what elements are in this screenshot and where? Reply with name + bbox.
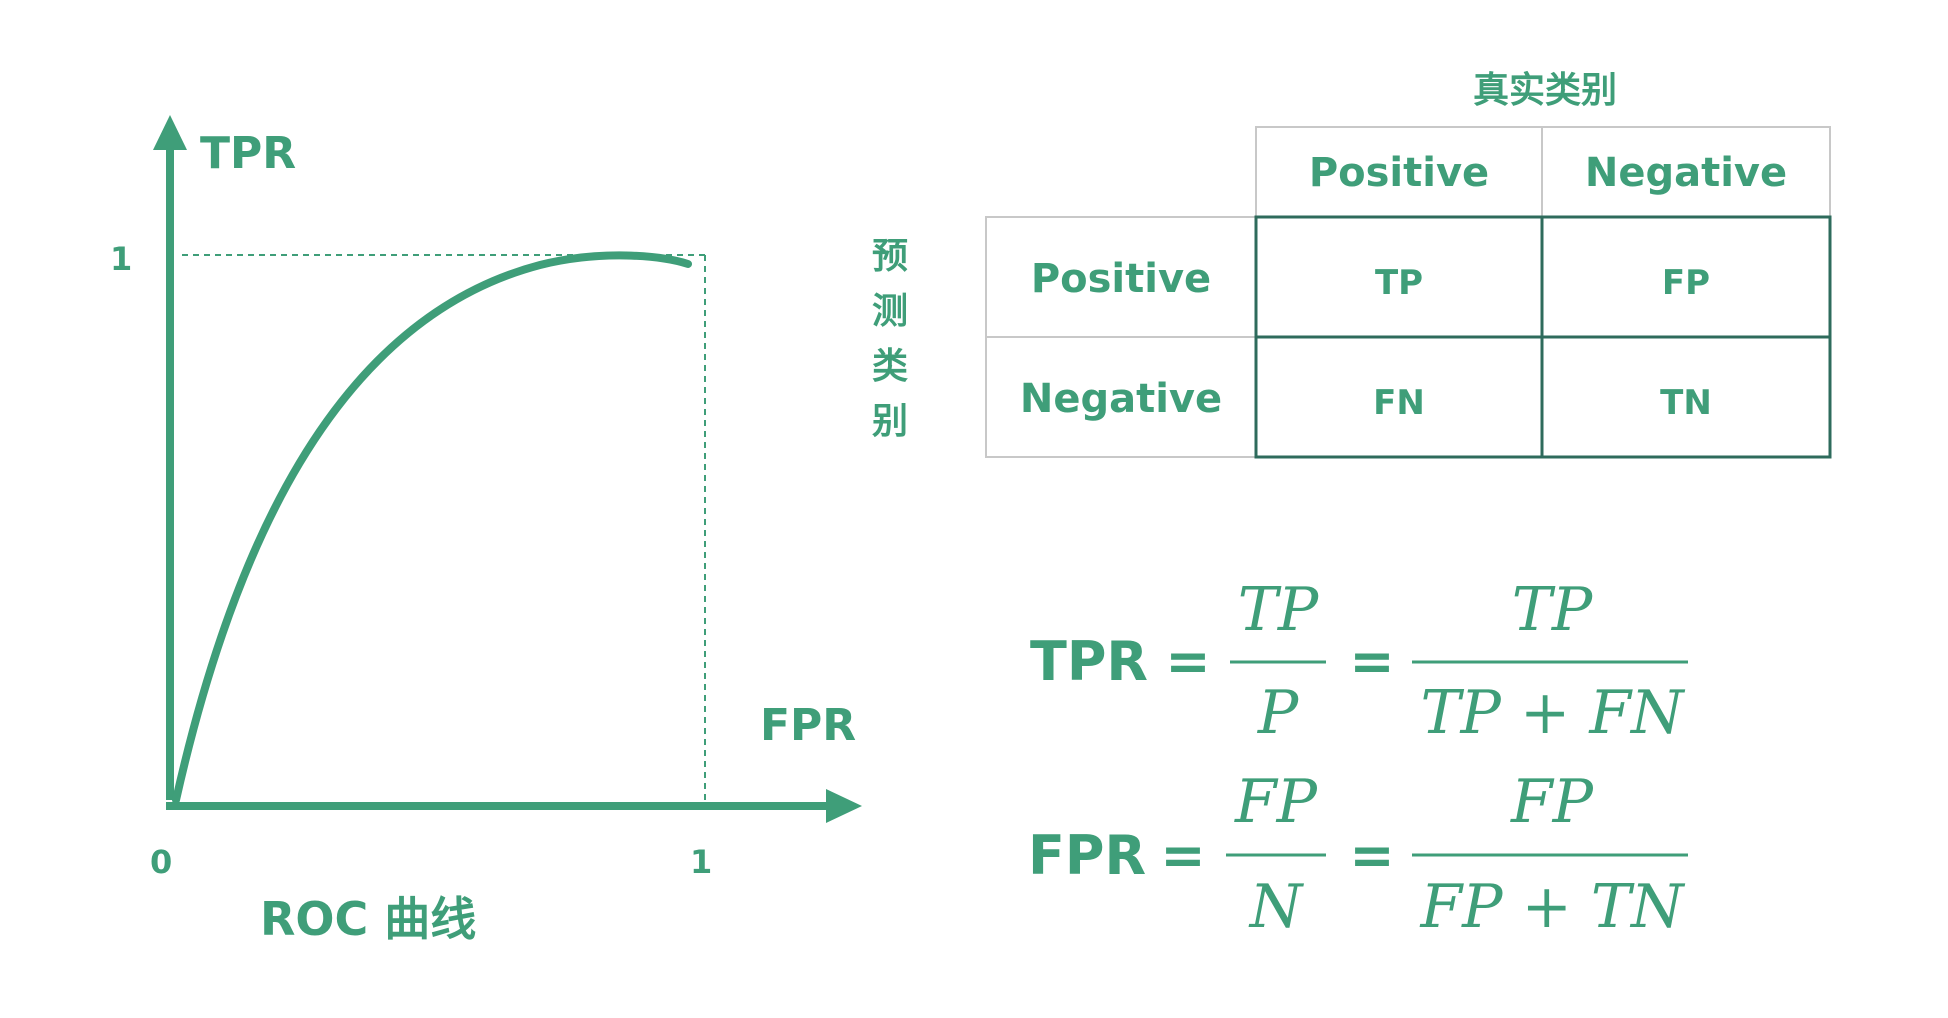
tpr-lhs: TPR <box>1030 630 1148 693</box>
x-tick-1: 1 <box>690 843 712 881</box>
cell-fp: FP <box>1662 263 1710 303</box>
predicted-char: 预 <box>872 236 908 277</box>
col-header-negative: Negative <box>1585 150 1787 196</box>
predicted-class-label: 预 测 类 别 <box>872 236 908 442</box>
y-axis-label: TPR <box>200 128 296 179</box>
tpr-formula: TPR = TP P = TP TP + FN <box>1030 575 1688 748</box>
predicted-char: 测 <box>872 291 908 332</box>
predicted-char: 类 <box>872 346 908 387</box>
row-header-positive: Positive <box>1031 256 1211 302</box>
tpr-eq2: = <box>1349 630 1394 693</box>
fpr-frac2-den: FP + TN <box>1420 872 1686 942</box>
tpr-frac2-num: TP <box>1512 575 1594 645</box>
roc-curve <box>172 251 692 804</box>
chart-caption: ROC 曲线 <box>260 892 476 946</box>
fpr-frac1-den: N <box>1248 872 1305 942</box>
cell-tn: TN <box>1660 383 1712 423</box>
tpr-frac1-den: P <box>1257 678 1300 748</box>
tpr-frac2-den: TP + FN <box>1421 678 1686 748</box>
tpr-frac1-num: TP <box>1238 575 1320 645</box>
predicted-char: 别 <box>872 401 908 442</box>
tpr-eq1: = <box>1165 630 1210 693</box>
fpr-frac2-num: FP <box>1510 767 1595 837</box>
x-tick-0: 0 <box>150 843 172 881</box>
row-header-negative: Negative <box>1020 376 1222 422</box>
y-tick-1: 1 <box>110 240 132 278</box>
y-axis-arrow <box>153 115 187 150</box>
cell-fn: FN <box>1373 383 1425 423</box>
fpr-formula: FPR = FP N = FP FP + TN <box>1028 767 1688 942</box>
cell-tp: TP <box>1375 263 1423 303</box>
confusion-matrix: 真实类别 预 测 类 别 Positive Negative Positive … <box>872 70 1832 459</box>
fpr-lhs: FPR <box>1028 824 1146 887</box>
roc-chart: TPR FPR 1 0 1 ROC 曲线 <box>110 115 862 946</box>
x-axis-arrow <box>826 789 862 823</box>
fpr-eq1: = <box>1160 824 1205 887</box>
fpr-eq2: = <box>1349 824 1394 887</box>
col-header-positive: Positive <box>1309 150 1489 196</box>
actual-class-label: 真实类别 <box>1473 70 1617 111</box>
fpr-frac1-num: FP <box>1234 767 1319 837</box>
x-axis-label: FPR <box>760 700 856 751</box>
